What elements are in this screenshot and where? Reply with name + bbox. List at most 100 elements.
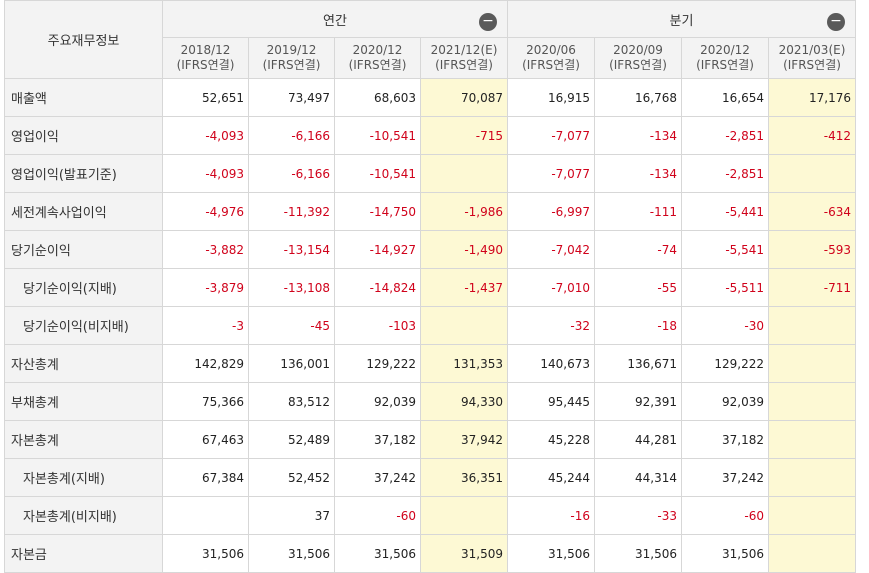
table-row: 자본금 31,506 31,506 31,506 31,509 31,506 31,506 3… [4, 534, 856, 573]
collapse-quarterly-button[interactable]: − [827, 13, 845, 31]
value-cell: 95,445 [507, 382, 595, 421]
value-cell [768, 154, 856, 193]
value-cell: 92,391 [594, 382, 682, 421]
period-header: 2021/03(E) (IFRS연결) [768, 37, 856, 79]
value-cell: -3 [162, 306, 249, 345]
row-label: 자산총계 [4, 344, 163, 383]
period-date: 2019/12 [266, 43, 317, 57]
value-cell: 45,244 [507, 458, 595, 497]
table-row: 영업이익 -4,093 -6,166 -10,541 -715 -7,077 -134 -2,… [4, 116, 856, 155]
value-cell: 70,087 [420, 78, 508, 117]
value-cell: -3,882 [162, 230, 249, 269]
value-cell: -4,093 [162, 116, 249, 155]
value-cell: 129,222 [334, 344, 421, 383]
value-cell [768, 306, 856, 345]
value-cell: -7,077 [507, 116, 595, 155]
table-row: 세전계속사업이익 -4,976 -11,392 -14,750 -1,986 -6,997… [4, 192, 856, 231]
table-row: 영업이익(발표기준) -4,093 -6,166 -10,541 -7,077 -134-… [4, 154, 856, 193]
period-date: 2018/12 [180, 43, 231, 57]
value-cell: -134 [594, 154, 682, 193]
period-type: (IFRS연결) [783, 58, 841, 72]
period-date: 2020/06 [526, 43, 576, 57]
value-cell: -2,851 [681, 116, 769, 155]
value-cell: -1,437 [420, 268, 508, 307]
period-header: 2021/12(E) (IFRS연결) [420, 37, 508, 79]
value-cell: -10,541 [334, 116, 421, 155]
value-cell: -14,750 [334, 192, 421, 231]
row-label: 부채총계 [4, 382, 163, 421]
value-cell: -711 [768, 268, 856, 307]
value-cell: 45,228 [507, 420, 595, 459]
value-cell: 68,603 [334, 78, 421, 117]
value-cell [768, 382, 856, 421]
value-cell: 44,281 [594, 420, 682, 459]
value-cell: -32 [507, 306, 595, 345]
period-date: 2020/12 [700, 43, 750, 57]
value-cell: -6,166 [248, 154, 335, 193]
value-cell: 37 [248, 496, 335, 535]
value-cell: -1,986 [420, 192, 508, 231]
row-label: 매출액 [4, 78, 163, 117]
value-cell: -16 [507, 496, 595, 535]
value-cell [420, 496, 508, 535]
collapse-annual-button[interactable]: − [479, 13, 497, 31]
value-cell: -6,166 [248, 116, 335, 155]
value-cell: -134 [594, 116, 682, 155]
table-row: 당기순이익(지배) -3,879 -13,108 -14,824 -1,437 -7,01… [4, 268, 856, 307]
value-cell: -13,108 [248, 268, 335, 307]
value-cell: 92,039 [334, 382, 421, 421]
value-cell: -74 [594, 230, 682, 269]
period-type: (IFRS연결) [522, 58, 580, 72]
period-type: (IFRS연결) [176, 58, 235, 72]
value-cell: -634 [768, 192, 856, 231]
value-cell: -1,490 [420, 230, 508, 269]
period-type: (IFRS연결) [348, 58, 407, 72]
row-label: 영업이익 [4, 116, 163, 155]
value-cell: 67,384 [162, 458, 249, 497]
value-cell [768, 496, 856, 535]
value-cell: -4,093 [162, 154, 249, 193]
value-cell: -4,976 [162, 192, 249, 231]
value-cell: 16,654 [681, 78, 769, 117]
value-cell: -11,392 [248, 192, 335, 231]
value-cell: 37,182 [681, 420, 769, 459]
value-cell: 37,242 [681, 458, 769, 497]
value-cell: 140,673 [507, 344, 595, 383]
table-row: 매출액 52,651 73,497 68,603 70,087 16,915 16,768 1… [4, 78, 856, 117]
group-label-quarterly: 분기 [669, 13, 694, 29]
value-cell [768, 420, 856, 459]
value-cell: 17,176 [768, 78, 856, 117]
value-cell: -5,511 [681, 268, 769, 307]
group-header-quarterly: 분기 − [507, 0, 856, 38]
value-cell: 37,182 [334, 420, 421, 459]
value-cell: 31,506 [681, 534, 769, 573]
period-type: (IFRS연결) [609, 58, 667, 72]
row-label: 자본총계 [4, 420, 163, 459]
table-row: 당기순이익 -3,882 -13,154 -14,927 -1,490 -7,042 -74… [4, 230, 856, 269]
period-date: 2020/09 [613, 43, 663, 57]
value-cell: -45 [248, 306, 335, 345]
value-cell: -103 [334, 306, 421, 345]
value-cell: 67,463 [162, 420, 249, 459]
value-cell: 16,768 [594, 78, 682, 117]
value-cell: 31,509 [420, 534, 508, 573]
value-cell: 94,330 [420, 382, 508, 421]
period-type: (IFRS연결) [696, 58, 754, 72]
value-cell: 92,039 [681, 382, 769, 421]
table-row: 당기순이익(비지배) -3 -45 -103 -32 -18 -30 [4, 306, 856, 345]
period-header: 2019/12 (IFRS연결) [248, 37, 335, 79]
value-cell: -111 [594, 192, 682, 231]
value-cell: 31,506 [334, 534, 421, 573]
period-type: (IFRS연결) [262, 58, 321, 72]
value-cell: -60 [681, 496, 769, 535]
period-date: 2020/12 [352, 43, 403, 57]
value-cell [162, 496, 249, 535]
value-cell: -13,154 [248, 230, 335, 269]
row-label: 당기순이익 [4, 230, 163, 269]
value-cell: -593 [768, 230, 856, 269]
period-header: 2020/09 (IFRS연결) [594, 37, 682, 79]
value-cell: 16,915 [507, 78, 595, 117]
value-cell: 31,506 [594, 534, 682, 573]
period-date: 2021/03(E) [778, 43, 846, 57]
value-cell: -33 [594, 496, 682, 535]
